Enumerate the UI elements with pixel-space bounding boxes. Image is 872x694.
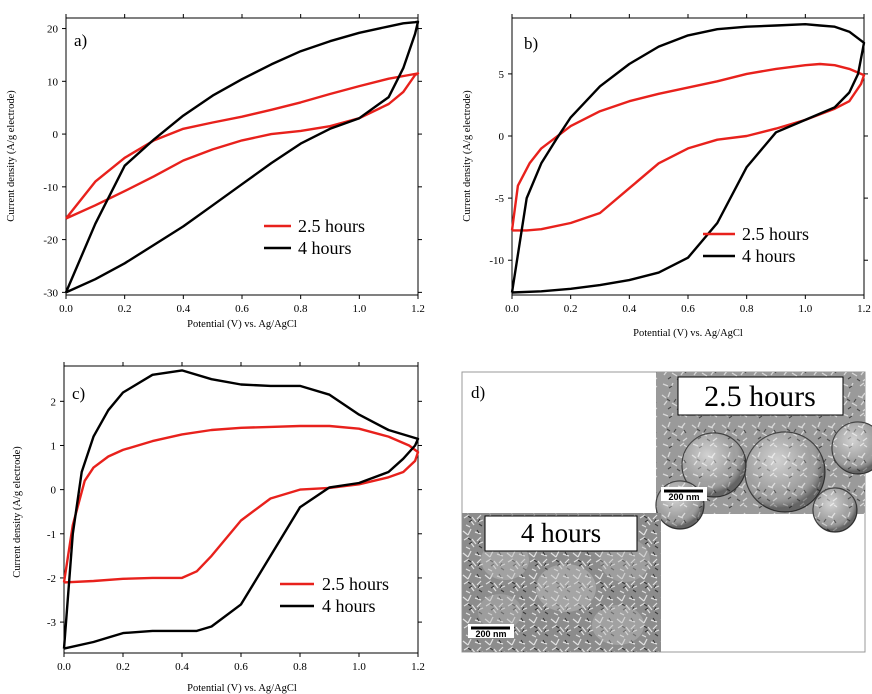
series-line-b-1 — [510, 62, 866, 232]
x-tick-label-b: 0.6 — [681, 303, 695, 315]
series-line-b-2 — [510, 23, 866, 294]
legend-label-a-1: 2.5 hours — [298, 216, 365, 236]
y-tick-label-c: -1 — [47, 529, 56, 541]
panel-d: d) 2.5 hours 200 nm — [461, 371, 872, 653]
series-line-c-1 — [62, 424, 420, 584]
plot-frame-a — [65, 17, 419, 296]
y-tick-label-b: -10 — [489, 255, 504, 267]
legend-label-b-1: 2.5 hours — [742, 224, 809, 244]
x-tick-label-a: 0.2 — [118, 303, 132, 315]
x-tick-label-b: 0.2 — [564, 303, 578, 315]
y-tick-label-b: 0 — [499, 131, 505, 143]
sem-image-top: 2.5 hours 200 nm — [655, 372, 872, 533]
y-tick-label-a: -30 — [43, 287, 58, 299]
legend-label-c-2: 4 hours — [322, 596, 376, 616]
plot-frame-b — [511, 17, 865, 296]
chart-c: 0.0 0.2 0.4 0.6 0.8 1.0 1.2 -3 -2 -1 0 1 2 c) Potent… — [12, 362, 425, 694]
x-tick-label-c: 1.2 — [411, 661, 425, 673]
x-tick-label-c: 0.6 — [234, 661, 248, 673]
y-tick-label-a: -20 — [43, 235, 58, 247]
panel-letter-d: d) — [471, 383, 485, 402]
x-tick-label-c: 0.2 — [116, 661, 130, 673]
sem-label-top: 2.5 hours — [704, 380, 816, 413]
chart-b: 0.0 0.2 0.4 0.6 0.8 1.0 1.2 -10 -5 0 5 b) Potentia… — [462, 14, 871, 339]
y-tick-label-c: -3 — [47, 617, 57, 629]
x-tick-label-b: 1.0 — [798, 303, 812, 315]
x-tick-label-c: 0.4 — [175, 661, 189, 673]
x-tick-label-c: 0.0 — [57, 661, 71, 673]
panel-letter-c: c) — [72, 384, 85, 403]
legend-b: 2.5 hours 4 hours — [703, 224, 809, 266]
legend-label-a-2: 4 hours — [298, 238, 352, 258]
x-axis-label-c: Potential (V) vs. Ag/AgCl — [187, 683, 297, 694]
ticks-a: 0.0 0.2 0.4 0.6 0.8 1.0 1.2 -30 -20 -10 0 10 20 — [43, 14, 425, 315]
ticks-b: 0.0 0.2 0.4 0.6 0.8 1.0 1.2 -10 -5 0 5 — [489, 14, 871, 315]
y-tick-label-a: 10 — [47, 76, 59, 88]
marks-c — [62, 369, 420, 650]
y-axis-label-a: Current density (A/g electrode) — [6, 90, 17, 222]
panel-letter-b: b) — [524, 34, 538, 53]
x-tick-label-a: 1.0 — [352, 303, 366, 315]
y-axis-label-b: Current density (A/g electrode) — [462, 90, 473, 222]
y-tick-label-b: 5 — [499, 69, 505, 81]
chart-a: 0.0 0.2 0.4 0.6 0.8 1.0 1.2 -30 -20 -10 0 10 20 a) P… — [6, 14, 425, 330]
x-tick-label-c: 0.8 — [293, 661, 307, 673]
y-tick-label-c: 0 — [51, 485, 57, 497]
y-tick-label-a: -10 — [43, 182, 58, 194]
x-tick-label-a: 0.8 — [294, 303, 308, 315]
x-tick-label-a: 1.2 — [411, 303, 425, 315]
y-tick-label-c: 2 — [51, 396, 57, 408]
y-tick-label-a: 20 — [47, 24, 59, 36]
x-axis-label-a: Potential (V) vs. Ag/AgCl — [187, 319, 297, 330]
x-tick-label-b: 1.2 — [857, 303, 871, 315]
marks-a — [64, 20, 420, 294]
series-line-a-1 — [65, 72, 420, 220]
y-tick-label-c: -2 — [47, 573, 56, 585]
sem-image-bottom: 4 hours 200 nm — [462, 513, 661, 652]
x-tick-label-a: 0.4 — [176, 303, 190, 315]
scale-bar-bottom-label: 200 nm — [475, 629, 506, 639]
sem-label-bottom: 4 hours — [521, 518, 601, 548]
panel-letter-a: a) — [74, 31, 87, 50]
x-tick-label-a: 0.6 — [235, 303, 249, 315]
series-line-a-2 — [64, 20, 420, 294]
legend-c: 2.5 hours 4 hours — [280, 574, 389, 616]
marks-b — [510, 23, 866, 294]
x-tick-label-a: 0.0 — [59, 303, 73, 315]
x-axis-label-b: Potential (V) vs. Ag/AgCl — [633, 328, 743, 339]
y-axis-label-c: Current density (A/g electrode) — [12, 446, 23, 578]
x-tick-label-b: 0.8 — [740, 303, 754, 315]
legend-label-c-1: 2.5 hours — [322, 574, 389, 594]
x-tick-label-b: 0.4 — [622, 303, 636, 315]
ticks-c: 0.0 0.2 0.4 0.6 0.8 1.0 1.2 -3 -2 -1 0 1 2 — [47, 362, 425, 673]
x-tick-label-c: 1.0 — [352, 661, 366, 673]
y-tick-label-c: 1 — [51, 440, 57, 452]
y-tick-label-a: 0 — [53, 129, 59, 141]
legend-a: 2.5 hours 4 hours — [264, 216, 365, 258]
x-tick-label-b: 0.0 — [505, 303, 519, 315]
scale-bar-top-label: 200 nm — [668, 492, 699, 502]
legend-label-b-2: 4 hours — [742, 246, 796, 266]
series-line-c-2 — [62, 369, 420, 650]
y-tick-label-b: -5 — [495, 193, 505, 205]
